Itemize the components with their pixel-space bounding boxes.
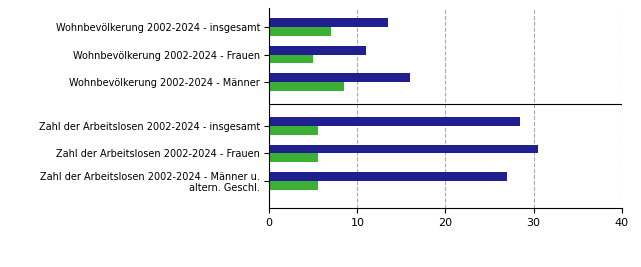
Bar [269,46,366,55]
Bar [269,18,388,27]
Bar [269,27,331,36]
Bar [269,145,538,154]
Bar [269,82,344,91]
Bar [269,117,520,126]
Bar [269,172,507,181]
Bar [269,55,313,64]
Bar [269,181,318,190]
Bar [269,126,318,135]
Bar [269,73,410,82]
Bar [269,154,318,162]
